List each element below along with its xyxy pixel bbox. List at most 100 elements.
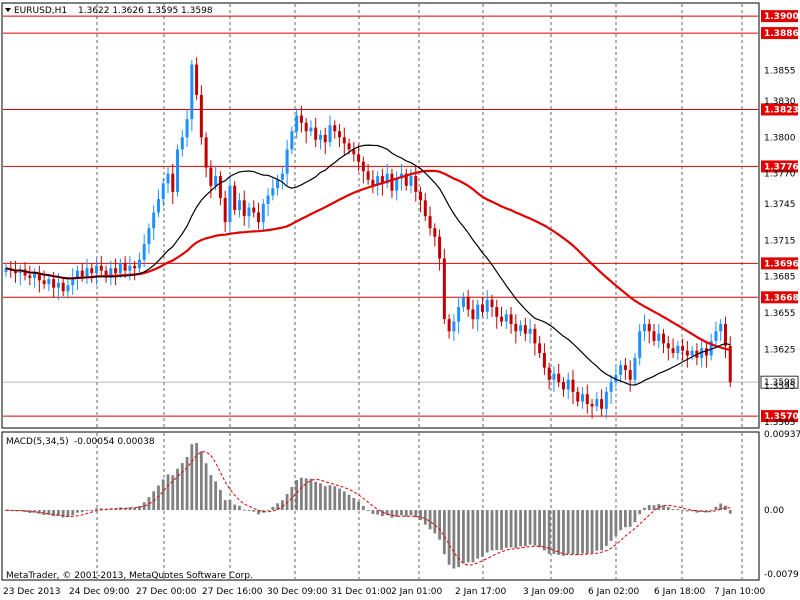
level-label: 1.3776	[764, 162, 799, 172]
y-tick-label: 1.3655	[764, 309, 796, 319]
candle-body	[209, 167, 213, 186]
level-label: 1.3900	[764, 12, 799, 22]
candle-body	[61, 282, 65, 292]
macd-bar	[376, 510, 380, 515]
macd-bar	[185, 457, 189, 511]
macd-bar	[176, 468, 179, 511]
candles	[4, 57, 732, 419]
candle-body	[271, 188, 275, 196]
macd-bar	[543, 510, 546, 551]
candle-body	[623, 365, 627, 371]
macd-bar	[9, 510, 13, 512]
macd-bar	[18, 510, 22, 512]
candle-body	[333, 125, 337, 132]
y-tick-label: 1.3625	[764, 345, 796, 355]
macd-bar	[195, 442, 198, 511]
candle-body	[395, 178, 399, 191]
candle-body	[719, 323, 723, 332]
candle-body	[409, 176, 413, 186]
candle-body	[347, 143, 351, 150]
macd-bar	[99, 508, 103, 511]
grid-lines	[96, 4, 743, 579]
candle-body	[552, 373, 556, 380]
macd-bar	[471, 510, 475, 563]
macd-bar	[643, 507, 646, 511]
macd-bar	[614, 510, 618, 536]
candle-body	[471, 309, 475, 320]
macd-bar	[219, 489, 222, 511]
candle-body	[542, 353, 546, 368]
current-price-label: 1.3598	[764, 378, 796, 388]
macd-bar	[33, 510, 36, 513]
macd-bar	[157, 485, 160, 511]
candle-body	[585, 394, 589, 404]
candle-body	[533, 328, 537, 344]
candle-body	[4, 268, 8, 272]
candle-body	[561, 382, 565, 390]
candle-body	[147, 228, 151, 244]
macd-bar	[419, 510, 422, 521]
candle-body	[676, 345, 680, 354]
candle-body	[380, 176, 384, 184]
candle-body	[357, 154, 361, 162]
macd-bar	[552, 510, 556, 555]
ohlc-readout: 1.3622 1.3626 1.3595 1.3598	[78, 6, 213, 16]
macd-plot-area[interactable]	[1, 431, 760, 581]
macd-bar	[128, 507, 132, 511]
candle-body	[590, 403, 594, 407]
candle-body	[214, 176, 218, 186]
candle-body	[142, 243, 146, 260]
macd-bar	[276, 503, 279, 511]
macd-bar	[204, 463, 208, 511]
macd-bar	[433, 510, 437, 534]
candle-body	[662, 333, 666, 344]
macd-readout: -0.00054 0.00038	[74, 437, 155, 447]
candle-body	[595, 399, 599, 407]
y-tick-label: 1.3715	[764, 236, 796, 246]
macd-bar	[504, 510, 508, 548]
main-plot-area[interactable]	[1, 2, 760, 429]
macd-bar	[304, 478, 308, 511]
macd-bar	[547, 510, 551, 554]
candle-body	[218, 176, 222, 198]
macd-bar	[676, 509, 680, 511]
triangle-down-icon[interactable]	[5, 8, 11, 12]
candle-body	[566, 379, 570, 390]
candle-body	[171, 173, 175, 192]
candle-body	[133, 265, 137, 269]
level-label: 1.3823	[764, 105, 799, 115]
macd-histogram	[4, 442, 732, 569]
macd-bar	[714, 506, 718, 511]
y-tick-label: 1.3595	[764, 382, 796, 392]
macd-bar	[357, 501, 360, 511]
macd-bar	[228, 499, 232, 511]
macd-bar	[66, 510, 70, 517]
candle-body	[671, 348, 675, 354]
x-tick-label: 23 Dec 2013	[3, 587, 61, 597]
macd-y-tick-label: -0.0079	[764, 570, 799, 580]
candle-body	[14, 270, 18, 274]
macd-bar	[719, 503, 723, 511]
price-axis: 1.3855 1.3830 1.3800 1.3770 1.3745 1.3715 1.36…	[764, 67, 800, 580]
macd-bar	[300, 477, 303, 511]
candle-body	[190, 64, 194, 120]
candle-body	[557, 373, 561, 383]
candle-body	[423, 200, 427, 217]
candle-body	[261, 203, 265, 223]
candle-body	[452, 321, 456, 332]
candle-body	[457, 307, 461, 322]
moving-average-fast	[5, 144, 731, 386]
candle-body	[638, 331, 642, 358]
candle-body	[228, 185, 232, 223]
macd-bar	[328, 485, 332, 511]
candle-body	[123, 263, 127, 271]
macd-bar	[80, 510, 84, 513]
candle-body	[476, 304, 480, 320]
candle-body	[257, 212, 261, 223]
macd-bar	[123, 507, 127, 511]
macd-bar	[209, 475, 213, 511]
macd-bar	[57, 510, 60, 517]
candle-body	[614, 374, 618, 383]
candle-body	[571, 379, 575, 392]
